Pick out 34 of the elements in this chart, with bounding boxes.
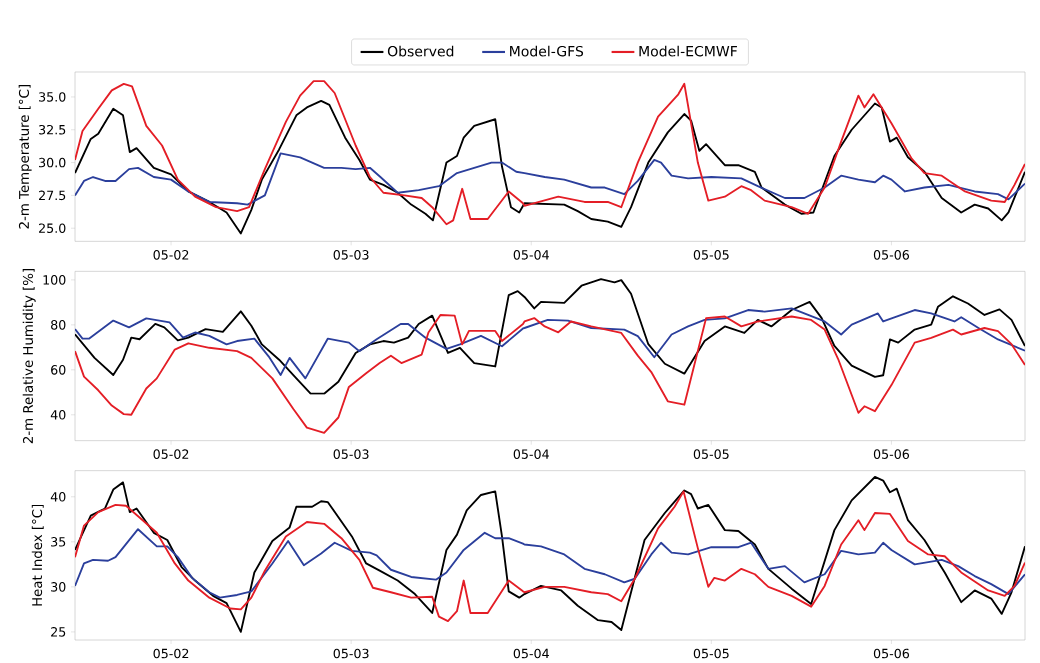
y-axis-title: Heat Index [°C] [31,505,44,606]
y-tick-label: 25 [51,627,66,637]
y-tick-label: 32.5 [39,125,66,135]
y-tick-label: 60 [51,365,66,375]
x-tick-label: 05-02 [153,250,189,260]
legend-label: Model-GFS [510,45,584,57]
y-tick-label: 30.0 [39,157,66,168]
x-tick-label: 05-02 [153,648,189,659]
y-tick-label: 100 [43,275,66,285]
y-tick-label: 40 [50,492,66,502]
x-tick-label: 05-06 [873,250,910,260]
x-tick-label: 05-04 [513,250,549,260]
x-tick-label: 05-05 [693,449,729,460]
x-tick-label: 05-05 [693,250,729,260]
y-tick-label: 35.0 [39,92,66,102]
x-tick-label: 05-05 [693,648,729,659]
x-tick-label: 05-03 [333,250,369,260]
y-tick-label: 27.5 [39,190,66,201]
y-tick-label: 80 [51,320,66,330]
x-tick-label: 05-06 [873,449,910,460]
y-tick-label: 35 [51,537,66,547]
x-tick-label: 05-02 [153,449,189,460]
y-axis-title: 2-m Relative Humidity [%] [22,269,36,444]
x-tick-label: 05-03 [333,648,369,659]
y-tick-label: 40 [50,410,66,420]
legend-label: Model-ECMWF [639,45,737,57]
x-tick-label: 05-04 [513,449,549,460]
legend-label: Observed [387,45,454,57]
y-tick-label: 25.0 [39,223,66,234]
x-tick-label: 05-04 [513,648,549,659]
x-tick-label: 05-06 [873,648,910,659]
y-axis-title: 2-m Temperature [°C] [18,85,32,229]
y-tick-label: 30 [51,582,66,592]
x-tick-label: 05-03 [333,449,369,460]
